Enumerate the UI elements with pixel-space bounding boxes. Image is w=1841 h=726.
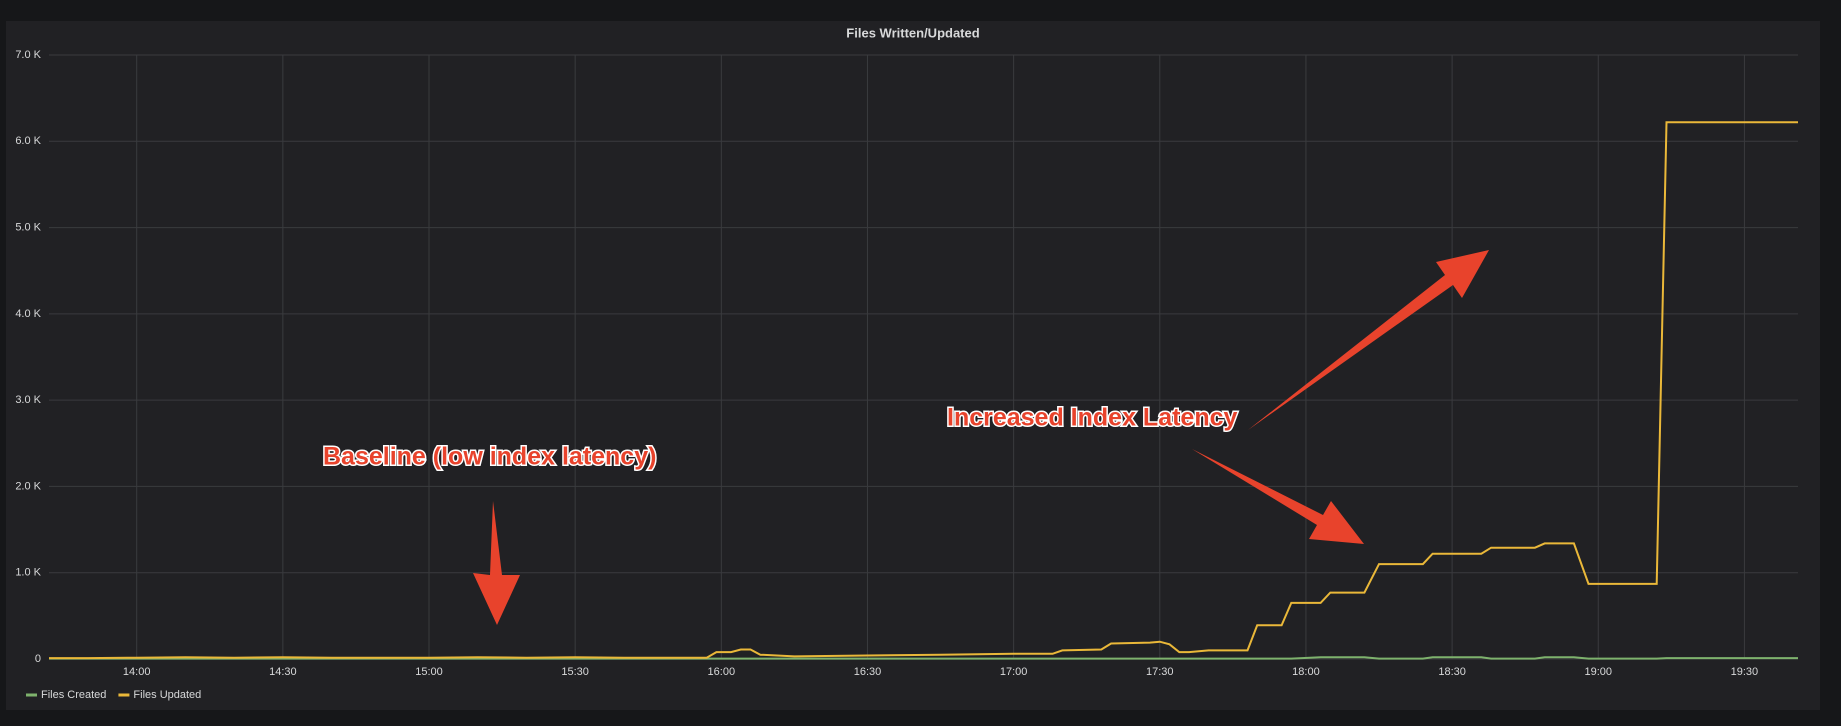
y-tick-label: 3.0 K bbox=[15, 394, 41, 406]
arrow bbox=[1248, 250, 1489, 430]
x-tick-label: 15:00 bbox=[415, 666, 443, 678]
x-tick-label: 14:30 bbox=[269, 666, 297, 678]
x-tick-label: 15:30 bbox=[561, 666, 589, 678]
y-tick-label: 6.0 K bbox=[15, 135, 41, 147]
y-tick-label: 5.0 K bbox=[15, 221, 41, 233]
arrow bbox=[1192, 449, 1364, 544]
x-tick-label: 18:00 bbox=[1292, 666, 1320, 678]
legend-label: Files Updated bbox=[133, 689, 201, 701]
y-tick-label: 4.0 K bbox=[15, 308, 41, 320]
legend-label: Files Created bbox=[41, 689, 106, 701]
panel-title: Files Written/Updated bbox=[846, 25, 979, 40]
y-tick-label: 0 bbox=[35, 653, 41, 665]
x-tick-label: 19:30 bbox=[1731, 666, 1759, 678]
plot: 0 1.0 K 2.0 K 3.0 K 4.0 K 5.0 K 6.0 K 7.0 K 14:0… bbox=[15, 49, 1798, 701]
y-tick-label: 1.0 K bbox=[15, 567, 41, 579]
series-line bbox=[49, 656, 1798, 660]
x-tick-label: 17:30 bbox=[1146, 666, 1174, 678]
x-tick-label: 14:00 bbox=[123, 666, 151, 678]
y-tick-label: 7.0 K bbox=[15, 49, 41, 61]
x-tick-label: 19:00 bbox=[1584, 666, 1612, 678]
x-tick-label: 16:00 bbox=[708, 666, 736, 678]
y-tick-label: 2.0 K bbox=[15, 480, 41, 492]
arrow bbox=[473, 501, 520, 625]
panel bbox=[6, 21, 1820, 710]
x-tick-label: 16:30 bbox=[854, 666, 882, 678]
annotation: Increased Index Latency bbox=[947, 404, 1238, 432]
annotation: Baseline (low index latency) bbox=[323, 443, 656, 471]
x-tick-label: 18:30 bbox=[1438, 666, 1466, 678]
series-line bbox=[49, 121, 1798, 660]
x-tick-label: 17:00 bbox=[1000, 666, 1028, 678]
